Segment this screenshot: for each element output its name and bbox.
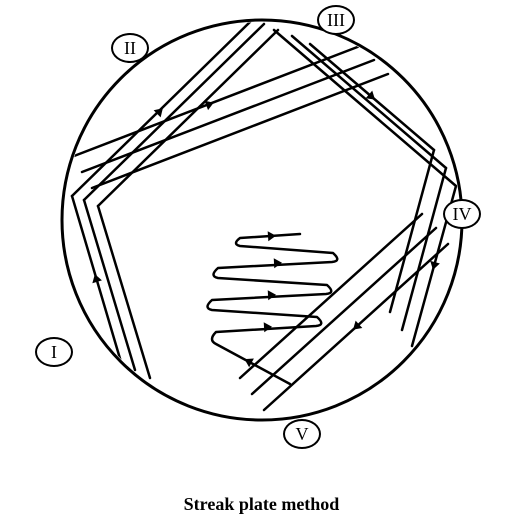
region-label-I: I (35, 337, 73, 367)
streak-plate-svg (0, 0, 523, 528)
region-label-II: II (111, 33, 149, 63)
streak-plate-figure: Streak plate method IIIIIIIVV (0, 0, 523, 528)
figure-caption: Streak plate method (0, 494, 523, 515)
region-label-V: V (283, 419, 321, 449)
region-label-IV: IV (443, 199, 481, 229)
region-label-III: III (317, 5, 355, 35)
